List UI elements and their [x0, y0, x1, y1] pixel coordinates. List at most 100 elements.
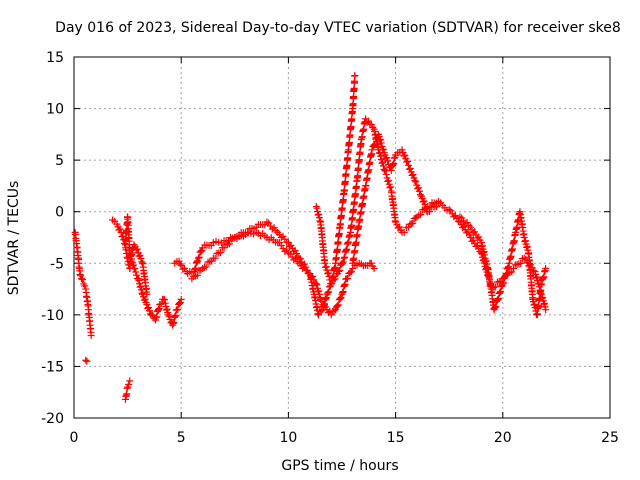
- data-point: [540, 268, 548, 276]
- data-point: [382, 170, 390, 178]
- data-point: [347, 268, 355, 276]
- data-point: [369, 123, 377, 131]
- data-point: [540, 299, 548, 307]
- data-point: [379, 162, 387, 170]
- data-point: [325, 272, 333, 280]
- data-point: [194, 254, 202, 262]
- data-point: [116, 225, 124, 233]
- data-point: [341, 280, 349, 288]
- data-point: [495, 295, 503, 303]
- data-layer: [71, 72, 550, 403]
- data-point: [409, 219, 417, 227]
- data-point: [324, 269, 332, 277]
- data-point: [170, 319, 178, 327]
- data-point: [346, 269, 354, 277]
- data-point: [300, 260, 308, 268]
- data-point: [505, 263, 513, 271]
- data-point: [83, 357, 91, 365]
- data-point: [134, 275, 142, 283]
- data-point: [76, 272, 84, 280]
- data-point: [404, 161, 412, 169]
- data-point: [313, 281, 321, 289]
- data-point: [537, 280, 545, 288]
- series-track-d: [121, 241, 151, 298]
- data-point: [315, 210, 323, 218]
- data-point: [371, 140, 379, 148]
- data-point: [384, 177, 392, 185]
- data-point: [312, 203, 320, 211]
- data-point: [191, 264, 199, 272]
- data-point: [387, 166, 395, 174]
- x-axis-label: GPS time / hours: [281, 458, 398, 474]
- data-point: [464, 228, 472, 236]
- data-point: [422, 204, 430, 212]
- data-point: [330, 276, 338, 284]
- data-point: [421, 200, 429, 208]
- data-point: [339, 288, 347, 296]
- data-point: [387, 183, 395, 191]
- data-point: [377, 152, 385, 160]
- data-point: [411, 177, 419, 185]
- data-point: [324, 289, 332, 297]
- y-tick-label: 10: [46, 102, 64, 118]
- data-point: [128, 249, 136, 257]
- axis-layer: [73, 56, 611, 419]
- data-point: [169, 320, 177, 328]
- data-point: [456, 213, 464, 221]
- data-point: [141, 295, 149, 303]
- data-point: [334, 301, 342, 309]
- data-point: [145, 303, 153, 311]
- data-point: [395, 223, 403, 231]
- data-point: [497, 288, 505, 296]
- data-point: [180, 264, 188, 272]
- data-point: [389, 160, 397, 168]
- data-point: [404, 157, 412, 165]
- data-point: [508, 268, 516, 276]
- data-point: [321, 301, 329, 309]
- y-tick-label: 15: [46, 50, 64, 66]
- data-point: [542, 264, 550, 272]
- data-point: [499, 280, 507, 288]
- data-point: [153, 313, 161, 321]
- data-point: [539, 274, 547, 282]
- data-point: [296, 255, 304, 263]
- data-point: [379, 158, 387, 166]
- data-point: [295, 254, 303, 262]
- label-layer: 0 5 10 15 20 25 -20 -15 -10 -5 0 5 10 15: [41, 50, 619, 446]
- data-point: [132, 268, 140, 276]
- data-point: [416, 191, 424, 199]
- data-point: [217, 248, 225, 256]
- data-point: [314, 311, 322, 319]
- data-point: [521, 237, 529, 245]
- data-point: [531, 300, 539, 308]
- data-point: [157, 300, 165, 308]
- data-point: [475, 233, 483, 241]
- data-point: [409, 171, 417, 179]
- data-point: [176, 260, 184, 268]
- data-point: [171, 312, 179, 320]
- data-point: [133, 271, 141, 279]
- data-point: [327, 280, 335, 288]
- data-point: [193, 271, 201, 279]
- data-point: [383, 154, 391, 162]
- data-point: [340, 281, 348, 289]
- data-point: [344, 274, 352, 282]
- data-point: [412, 178, 420, 186]
- data-point: [406, 165, 414, 173]
- data-point: [336, 295, 344, 303]
- data-point: [196, 248, 204, 256]
- series-track-a: [71, 228, 95, 339]
- data-point: [542, 306, 550, 314]
- data-point: [370, 264, 378, 272]
- data-point: [312, 280, 320, 288]
- data-point: [325, 288, 333, 296]
- data-point: [164, 311, 172, 319]
- data-point: [211, 254, 219, 262]
- data-point: [202, 263, 210, 271]
- data-point: [165, 312, 173, 320]
- data-point: [161, 299, 169, 307]
- x-tick-label: 20: [494, 430, 512, 446]
- series-track-g: [188, 72, 359, 319]
- data-point: [417, 211, 425, 219]
- data-point: [87, 331, 95, 339]
